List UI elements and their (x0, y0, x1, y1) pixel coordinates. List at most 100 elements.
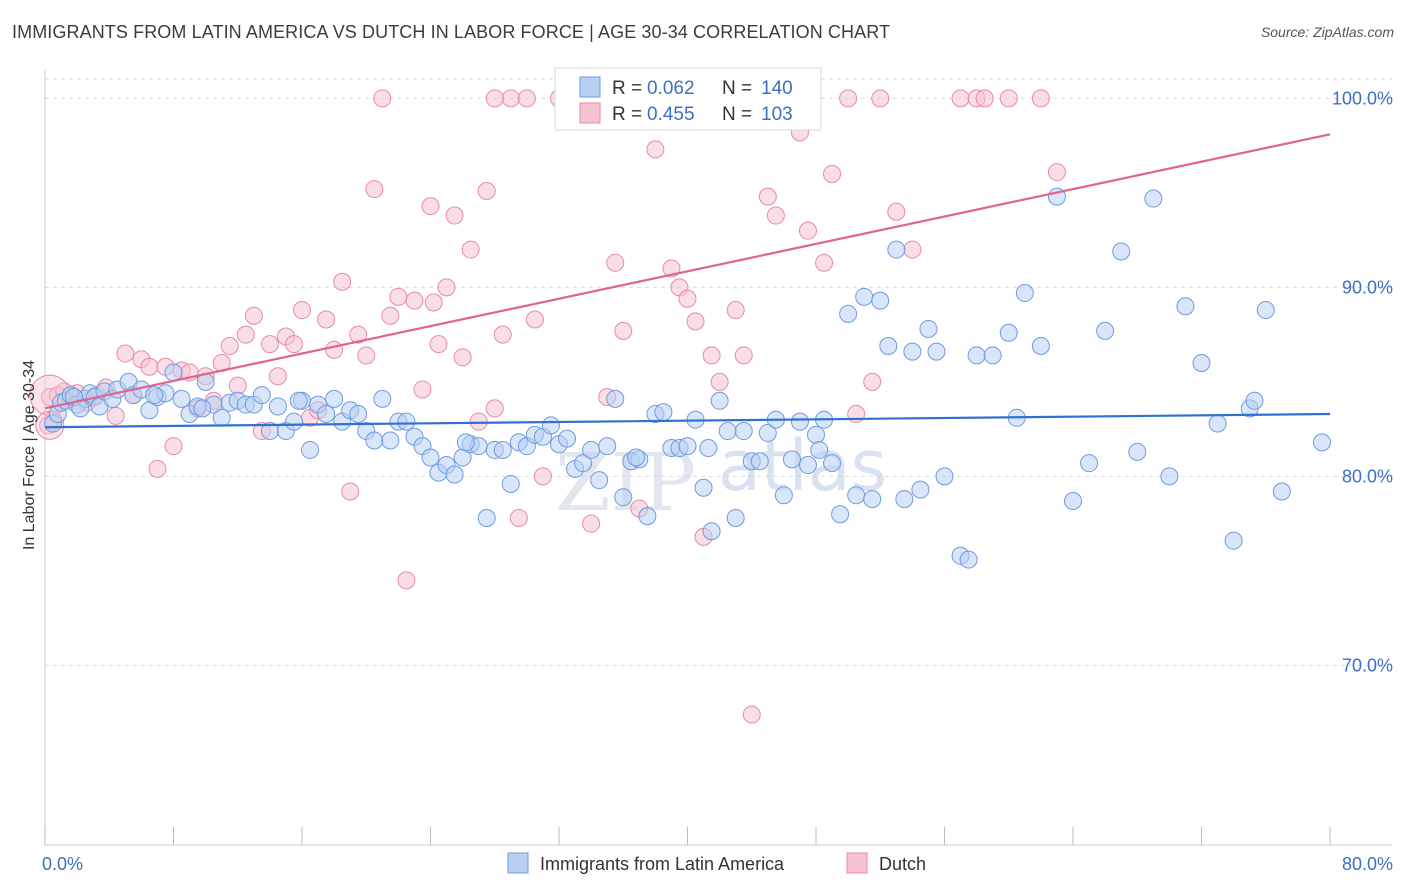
dutch-point (710, 372, 729, 391)
y-tick-label: 100.0% (1332, 88, 1393, 108)
dutch-point (798, 221, 817, 240)
chart-title: IMMIGRANTS FROM LATIN AMERICA VS DUTCH I… (12, 22, 891, 42)
legend-n-label-1: N = (722, 78, 752, 99)
dutch-point (686, 312, 705, 331)
legend-r-value-1: 0.062 (647, 78, 695, 99)
dutch-point (766, 206, 785, 225)
latin-america-point (381, 431, 400, 450)
latin-america-point (1312, 433, 1331, 452)
latin-america-point (606, 389, 625, 408)
dutch-point (244, 306, 263, 325)
latin-america-point (863, 490, 882, 509)
dutch-point (734, 346, 753, 365)
dutch-point (453, 348, 472, 367)
legend-swatch-blue (579, 76, 601, 98)
legend-r-label-2: R = (612, 104, 642, 125)
latin-america-point (959, 550, 978, 569)
latin-america-point (871, 291, 890, 310)
dutch-point (164, 437, 183, 456)
latin-america-point (879, 336, 898, 355)
legend-r-value-2: 0.455 (647, 104, 695, 125)
latin-america-point (1176, 297, 1195, 316)
latin-america-point (1256, 301, 1275, 320)
latin-america-point (810, 440, 829, 459)
latin-america-point (421, 448, 440, 467)
latin-america-point (627, 448, 646, 467)
dutch-point (646, 140, 665, 159)
latin-america-point (718, 422, 737, 441)
latin-america-point (365, 431, 384, 450)
dutch-point (461, 240, 480, 259)
dutch-point (341, 482, 360, 501)
latin-america-point (1015, 284, 1034, 303)
dutch-point (365, 180, 384, 199)
dutch-point (445, 206, 464, 225)
dutch-point (228, 376, 247, 395)
dutch-point (525, 310, 544, 329)
dutch-point (903, 240, 922, 259)
y-axis-label: In Labor Force | Age 30-34 (21, 360, 38, 550)
dutch-point (726, 301, 745, 320)
dutch-point (429, 335, 448, 354)
dutch-point (975, 89, 994, 108)
latin-america-point (903, 342, 922, 361)
legend-n-value-2: 103 (761, 104, 793, 125)
latin-america-point (895, 490, 914, 509)
latin-america-point (145, 386, 164, 405)
bottom-legend-label-1: Immigrants from Latin America (540, 854, 785, 874)
latin-america-point (212, 408, 231, 427)
latin-america-point (373, 389, 392, 408)
latin-america-point (927, 342, 946, 361)
latin-america-point (999, 323, 1018, 342)
latin-america-point (983, 346, 1002, 365)
dutch-point (469, 412, 488, 431)
latin-america-point (1080, 454, 1099, 473)
latin-america-point (598, 437, 617, 456)
dutch-point (951, 89, 970, 108)
latin-america-point (807, 425, 825, 444)
dutch-point (268, 367, 287, 386)
bottom-legend-swatch-pink (846, 852, 868, 874)
dutch-point (823, 164, 842, 183)
latin-america-point (726, 508, 745, 527)
latin-america-point (887, 240, 906, 259)
dutch-point (999, 89, 1018, 108)
latin-america-point (774, 486, 793, 505)
dutch-point (116, 344, 135, 363)
latin-america-point (590, 471, 609, 490)
latin-america-point (782, 450, 801, 469)
dutch-point (413, 380, 432, 399)
latin-america-point (702, 522, 721, 541)
dutch-point (389, 287, 408, 306)
latin-america-point (1128, 442, 1147, 461)
latin-america-point (193, 399, 212, 418)
latin-america-point (699, 439, 718, 458)
latin-america-trend-line (44, 412, 1331, 429)
dutch-trend-line (44, 133, 1331, 410)
latin-america-point (1112, 242, 1131, 261)
dutch-point (606, 253, 625, 272)
latin-america-point (911, 480, 930, 499)
gridlines (45, 78, 1392, 666)
latin-america-point (1208, 414, 1227, 433)
bottom-legend-swatch-blue (507, 852, 529, 874)
legend-r-label-1: R = (612, 78, 642, 99)
source-label: Source: ZipAtlas.com (1260, 24, 1394, 40)
dutch-point (284, 335, 303, 354)
dutch-point (614, 321, 633, 340)
latin-america-point (1224, 531, 1243, 550)
dutch-point (839, 89, 858, 108)
latin-america-point (1160, 467, 1179, 486)
latin-america-point (750, 452, 769, 471)
latin-america-point (501, 474, 520, 493)
latin-america-point (1272, 482, 1291, 501)
latin-america-point (317, 405, 336, 424)
dutch-point (317, 310, 336, 329)
latin-america-point (847, 486, 866, 505)
dutch-point (381, 306, 400, 325)
latin-america-point (855, 287, 874, 306)
latin-america-point (1064, 491, 1082, 510)
legend-n-value-1: 140 (761, 78, 793, 99)
latin-america-point (1144, 189, 1163, 208)
